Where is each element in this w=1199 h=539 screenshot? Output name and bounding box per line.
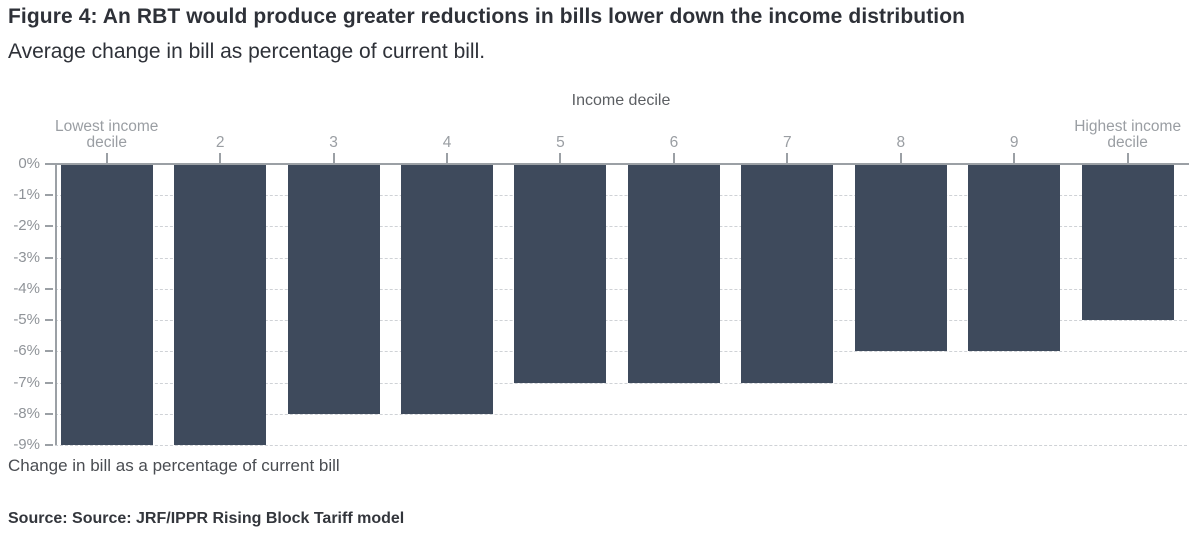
bar-decile-8 xyxy=(854,164,947,352)
x-axis-category-label: 2 xyxy=(215,134,225,151)
y-axis-line xyxy=(55,164,57,445)
x-axis-tick xyxy=(1013,153,1016,163)
y-axis-tick-label: -3% xyxy=(13,248,40,266)
x-axis-category-label: 5 xyxy=(556,134,565,151)
gridline xyxy=(55,320,1187,322)
y-axis-tick-label: -9% xyxy=(13,436,40,453)
y-axis-tick-label: -5% xyxy=(13,311,40,329)
y-axis-tick xyxy=(45,350,53,353)
source-note: Source: Source: JRF/IPPR Rising Block Ta… xyxy=(8,510,405,527)
y-axis-tick xyxy=(45,319,53,322)
x-axis-tick xyxy=(332,153,335,163)
y-axis-tick-label: -4% xyxy=(13,279,40,297)
gridline xyxy=(55,351,1187,353)
x-axis-tick xyxy=(559,153,562,163)
bar-decile-4 xyxy=(401,164,494,414)
x-axis-category-label: 9 xyxy=(1009,134,1019,151)
y-axis-tick xyxy=(45,163,53,165)
gridline xyxy=(55,288,1187,290)
x-axis-tick xyxy=(786,153,789,163)
y-axis-tick xyxy=(45,194,53,197)
x-axis-title: Income decile xyxy=(571,92,671,109)
zero-baseline xyxy=(53,163,1189,165)
y-axis-tick xyxy=(45,381,53,384)
bar-chart-plot-area: 0% -1% -2% -3% -4% -5% -6% -7% -8% -9% Lowest inco… xyxy=(13,119,1189,453)
x-axis-category-label: Highest income decile xyxy=(1074,118,1182,151)
x-axis-category-label: 8 xyxy=(896,134,906,151)
y-axis-tick xyxy=(45,412,53,415)
y-axis-tick xyxy=(45,287,53,290)
gridline xyxy=(55,257,1187,259)
y-axis-tick-label: -6% xyxy=(13,342,40,360)
bar-decile-6 xyxy=(627,164,720,383)
y-axis-tick-label: -8% xyxy=(13,404,40,422)
gridline xyxy=(55,226,1187,228)
x-axis-tick xyxy=(672,153,675,163)
figure-subtitle: Average change in bill as percentage of … xyxy=(8,40,486,63)
x-axis-tick xyxy=(105,153,108,163)
y-axis-tick xyxy=(45,444,53,446)
x-axis-category-label: 7 xyxy=(783,134,792,151)
x-axis-tick xyxy=(899,153,902,163)
bar-decile-1 xyxy=(60,164,153,445)
x-axis-tick xyxy=(446,153,449,163)
x-axis-category-label: 6 xyxy=(669,134,679,151)
bar-decile-3 xyxy=(287,164,380,414)
y-axis-tick xyxy=(45,225,53,228)
gridline xyxy=(55,195,1187,197)
y-axis-tick-label: -2% xyxy=(13,217,40,235)
figure-title: Figure 4: An RBT would produce greater r… xyxy=(8,5,966,28)
gridline xyxy=(55,445,1187,446)
x-axis-category-label: 4 xyxy=(442,134,452,151)
y-axis-tick-label: 0% xyxy=(18,155,40,172)
x-axis-category-label: Lowest income decile xyxy=(55,118,159,151)
y-axis-tick xyxy=(45,256,53,259)
y-axis-caption: Change in bill as a percentage of curren… xyxy=(8,456,340,475)
x-axis-category-label: 3 xyxy=(329,134,338,151)
bar-decile-7 xyxy=(741,164,834,383)
x-axis-tick xyxy=(1126,153,1129,163)
gridline xyxy=(55,382,1187,384)
y-axis-tick-label: -1% xyxy=(13,186,40,204)
gridline xyxy=(55,413,1187,415)
bar-decile-2 xyxy=(174,164,267,445)
bar-decile-5 xyxy=(514,164,607,383)
x-axis-tick xyxy=(219,153,222,163)
bar-decile-9 xyxy=(968,164,1061,352)
y-axis-tick-label: -7% xyxy=(13,373,40,391)
bar-decile-10 xyxy=(1081,164,1174,321)
